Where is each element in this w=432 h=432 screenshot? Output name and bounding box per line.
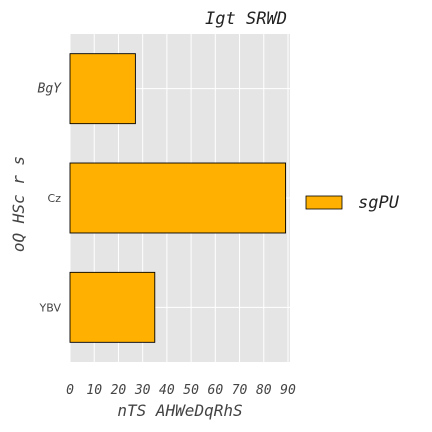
x-tick-label: 80 <box>256 383 272 398</box>
bars-group <box>69 53 287 343</box>
bar-bgy <box>69 53 136 125</box>
legend: sgPU <box>305 193 400 213</box>
y-tick-label: YBV <box>39 301 62 314</box>
x-tick-label: 60 <box>208 383 224 398</box>
y-tick-labels: BgY Cz YBV <box>38 82 63 315</box>
bar-ybv <box>69 271 156 343</box>
legend-swatch <box>305 195 343 210</box>
x-tick-label: 50 <box>183 383 199 398</box>
x-tick-label: 90 <box>280 383 296 398</box>
y-tick-label: BgY <box>38 82 63 97</box>
legend-label: sgPU <box>358 193 400 213</box>
x-tick-label: 0 <box>66 383 74 398</box>
chart-title: Igt SRWD <box>205 9 287 29</box>
x-tick-label: 70 <box>232 383 248 398</box>
x-tick-label: 10 <box>86 383 102 398</box>
x-tick-label: 20 <box>111 383 127 398</box>
x-tick-label: 40 <box>159 383 175 398</box>
x-axis-label: nTS AHWeDqRhS <box>117 401 242 420</box>
x-tick-labels: 0 10 20 30 40 50 60 70 80 90 <box>66 383 296 398</box>
x-tick-label: 30 <box>134 383 151 398</box>
y-axis-label: oQ HSc r s <box>9 156 28 252</box>
bar-cz <box>69 162 287 234</box>
y-tick-label: Cz <box>48 192 62 205</box>
